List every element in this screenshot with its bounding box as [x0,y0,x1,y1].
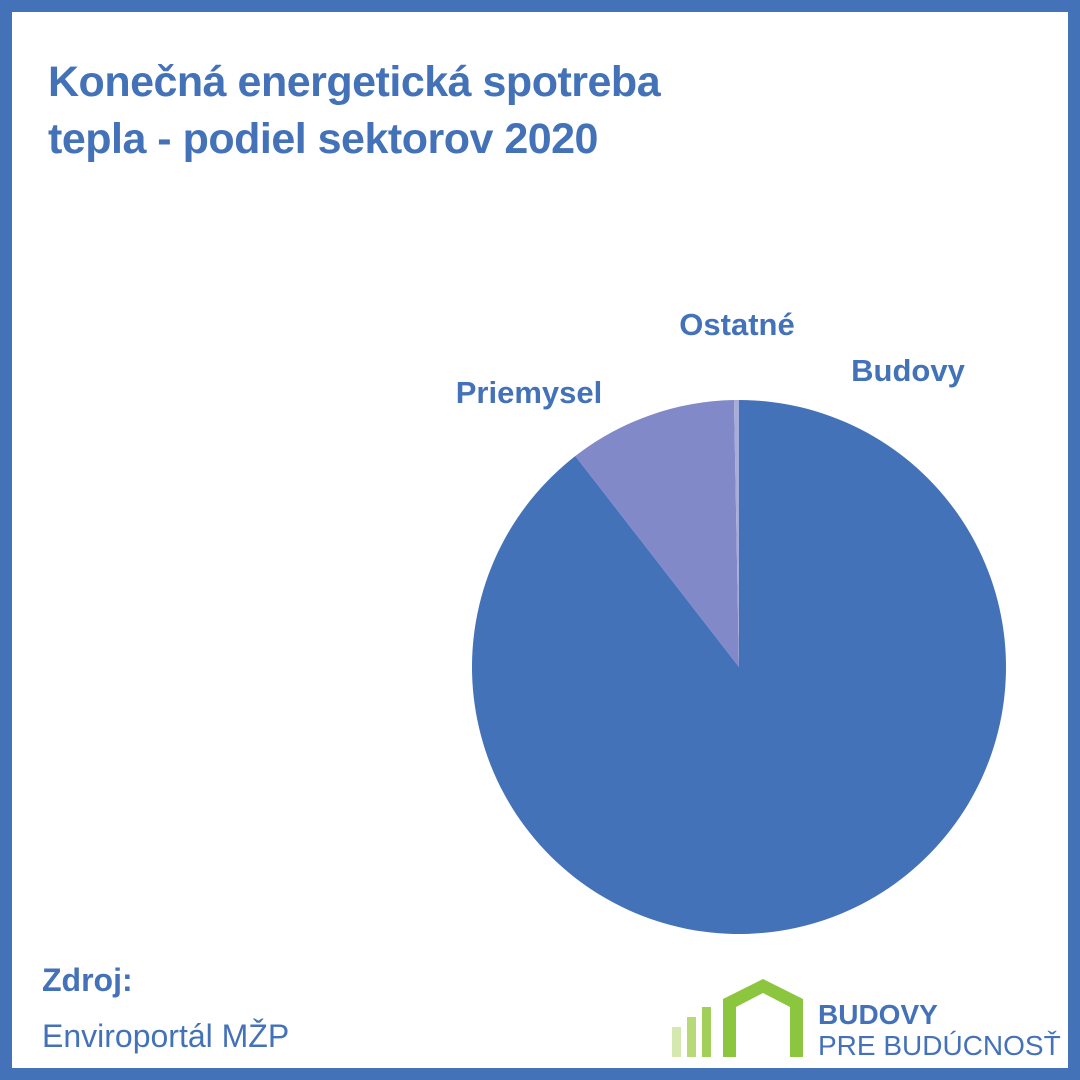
source-value: Enviroportál MŽP [42,1018,290,1054]
logo: BUDOVY PRE BUDÚCNOSŤ [670,975,1070,1065]
logo-text-line-2: PRE BUDÚCNOSŤ [818,1030,1061,1061]
logo-house-icon [672,979,803,1057]
slice-label-ostatne: Ostatné [679,307,794,342]
logo-text-line-1: BUDOVY [818,999,938,1030]
pie-slices [471,400,1006,934]
chart-title-line-2: tepla - podiel sektorov 2020 [48,115,598,163]
source-label: Zdroj: [42,962,133,998]
pie-slice-ostatne [733,400,739,667]
logo-text: BUDOVY PRE BUDÚCNOSŤ [818,999,1061,1061]
slice-label-budovy: Budovy [851,353,965,388]
slice-label-priemysel: Priemysel [456,375,603,410]
chart-title: Konečná energetická spotreba tepla - pod… [48,54,768,168]
pie-slice-priemysel [575,400,739,667]
chart-title-line-1: Konečná energetická spotreba [48,58,661,106]
